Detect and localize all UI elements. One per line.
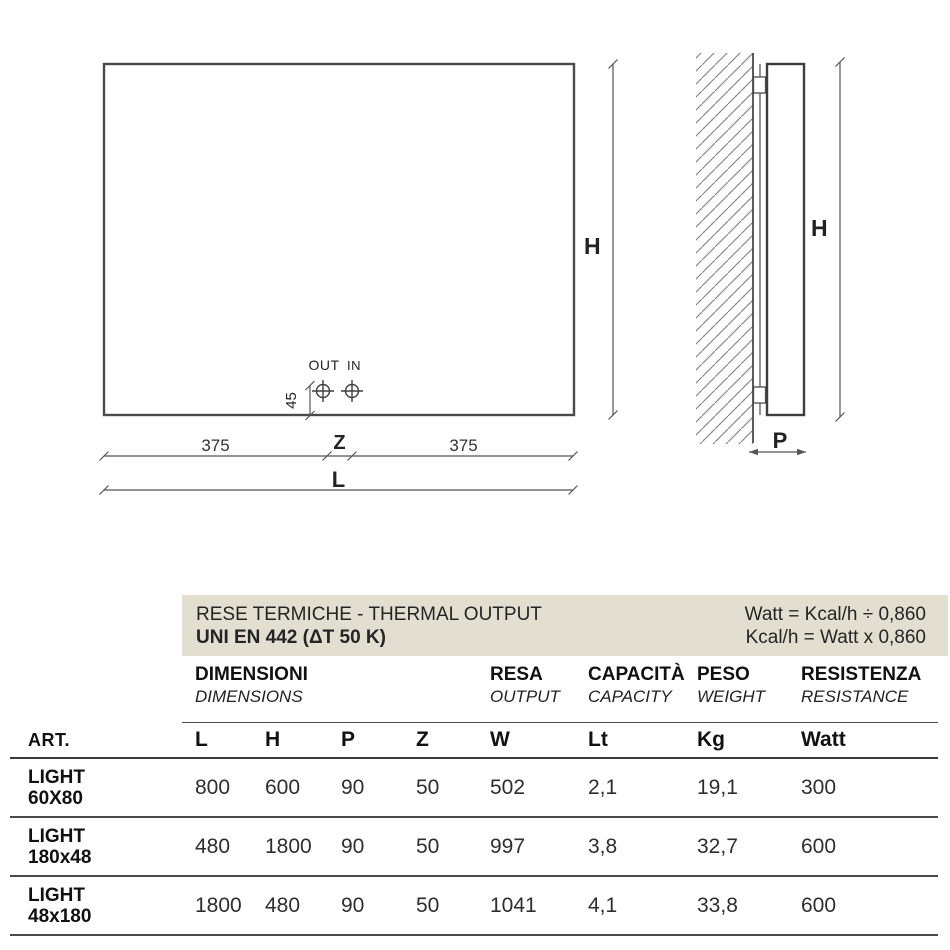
cell-h: 1800 [265, 834, 312, 858]
side-height-label: H [811, 215, 828, 241]
cell-p: 90 [341, 893, 365, 917]
row-article-name: LIGHT 180x48 [28, 826, 195, 868]
column-header-p: P [341, 728, 356, 751]
cell-watt: 600 [801, 893, 837, 917]
cell-lt: 2,1 [588, 775, 618, 799]
side-height-dimension-line [835, 57, 845, 422]
row-article-name: LIGHT 48x180 [28, 885, 195, 927]
technical-drawing: OUT IN 45 H 375 Z 375 L H P [99, 53, 845, 495]
group-label-it: CAPACITÀ [588, 664, 685, 685]
left-span-label: 375 [201, 436, 230, 455]
front-height-dimension-line [608, 59, 618, 420]
formula-watt: Watt = Kcal/h ÷ 0,860 [744, 603, 926, 625]
group-header-dimensions: DIMENSIONI DIMENSIONS [195, 664, 490, 707]
article-size: 60X80 [28, 787, 83, 809]
right-span-label: 375 [449, 436, 478, 455]
cell-h: 600 [265, 775, 301, 799]
cell-kg: 33,8 [697, 893, 738, 917]
offset-45-label: 45 [282, 392, 300, 409]
in-connection-crosshair-icon [341, 380, 363, 402]
group-header-weight: PESO WEIGHT [697, 664, 801, 707]
out-connection-crosshair-icon [312, 380, 334, 402]
group-header-output: RESA OUTPUT [490, 664, 588, 707]
group-label-en: DIMENSIONS [195, 687, 303, 706]
bottom-wall-bracket [752, 386, 767, 404]
in-port-label: IN [347, 358, 361, 373]
cell-w: 502 [490, 775, 526, 799]
group-label-en: OUTPUT [490, 687, 560, 706]
cell-watt: 300 [801, 775, 837, 799]
article-series: LIGHT [28, 884, 85, 906]
top-wall-bracket [752, 76, 767, 94]
cell-watt: 600 [801, 834, 837, 858]
cell-lt: 4,1 [588, 893, 618, 917]
thermal-output-table: DIMENSIONI DIMENSIONS RESA OUTPUT CAPACI… [10, 664, 938, 936]
banner-formulas: Watt = Kcal/h ÷ 0,860 Kcal/h = Watt x 0,… [745, 603, 926, 649]
cell-l: 1800 [195, 893, 242, 917]
group-header-capacity: CAPACITÀ CAPACITY [588, 664, 697, 707]
table-unit-header-row: ART. L H P Z W Lt Kg Watt [10, 723, 938, 759]
column-header-art: ART. [28, 729, 70, 750]
cell-z: 50 [416, 775, 440, 799]
cell-kg: 19,1 [697, 775, 738, 799]
column-header-lt: Lt [588, 728, 608, 751]
table-group-header-row: DIMENSIONI DIMENSIONS RESA OUTPUT CAPACI… [10, 664, 938, 722]
wall-hatching [696, 53, 754, 444]
column-header-l: L [195, 728, 208, 751]
cell-lt: 3,8 [588, 834, 618, 858]
group-label-it: RESISTENZA [801, 664, 922, 685]
article-size: 48x180 [28, 905, 92, 927]
out-port-label: OUT [308, 357, 340, 373]
formula-kcal: Kcal/h = Watt x 0,860 [745, 626, 926, 648]
depth-dimension-line [749, 448, 806, 456]
cell-l: 800 [195, 775, 231, 799]
group-label-en: WEIGHT [697, 687, 765, 706]
column-header-watt: Watt [801, 728, 846, 751]
table-row: LIGHT 60X80 800 600 90 50 502 2,1 19,1 3… [10, 759, 938, 818]
column-header-w: W [490, 728, 510, 751]
cell-p: 90 [341, 834, 365, 858]
column-header-kg: Kg [697, 728, 725, 751]
article-size: 180x48 [28, 846, 92, 868]
group-label-it: RESA [490, 664, 543, 685]
table-row: LIGHT 180x48 480 1800 90 50 997 3,8 32,7… [10, 818, 938, 877]
side-view-panel [752, 62, 806, 417]
column-header-h: H [265, 728, 281, 751]
banner-titles: RESE TERMICHE - THERMAL OUTPUT UNI EN 44… [196, 603, 542, 649]
length-dimension-line [99, 485, 578, 495]
depth-label: P [772, 428, 788, 453]
thermal-output-banner: RESE TERMICHE - THERMAL OUTPUT UNI EN 44… [182, 595, 948, 656]
drawing-lines [99, 53, 845, 495]
span-dimension-line [99, 451, 578, 461]
banner-title: RESE TERMICHE - THERMAL OUTPUT [196, 603, 542, 625]
offset-45-dimension-line [305, 380, 315, 421]
group-label-en: CAPACITY [588, 687, 672, 706]
table-row: LIGHT 48x180 1800 480 90 50 1041 4,1 33,… [10, 877, 938, 936]
cell-z: 50 [416, 893, 440, 917]
group-label-it: PESO [697, 664, 750, 685]
cell-h: 480 [265, 893, 301, 917]
column-header-z: Z [416, 728, 429, 751]
length-label: L [331, 467, 346, 492]
group-label-it: DIMENSIONI [195, 664, 308, 685]
cell-kg: 32,7 [697, 834, 738, 858]
group-label-en: RESISTANCE [801, 687, 909, 706]
article-series: LIGHT [28, 766, 85, 788]
cell-z: 50 [416, 834, 440, 858]
center-span-label: Z [333, 432, 346, 454]
front-height-label: H [584, 233, 601, 259]
article-series: LIGHT [28, 825, 85, 847]
cell-p: 90 [341, 775, 365, 799]
front-view-outline [102, 62, 576, 417]
group-header-resistance: RESISTENZA RESISTANCE [801, 664, 938, 707]
banner-standard: UNI EN 442 (ΔT 50 K) [196, 626, 386, 648]
cell-w: 997 [490, 834, 526, 858]
row-article-name: LIGHT 60X80 [28, 767, 195, 809]
group-header-rule [182, 722, 938, 723]
cell-w: 1041 [490, 893, 537, 917]
cell-l: 480 [195, 834, 231, 858]
